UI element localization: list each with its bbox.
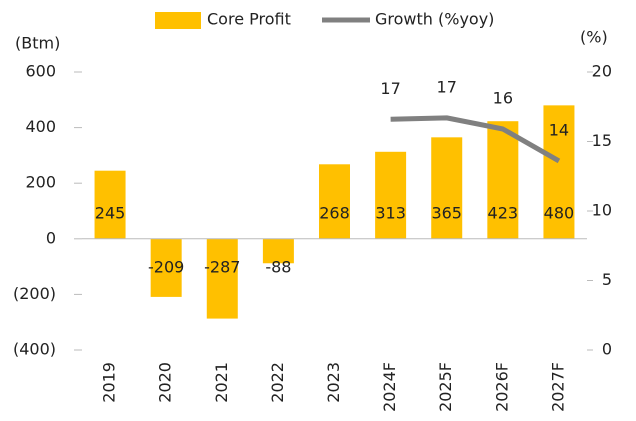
- data-label: 17: [380, 79, 400, 98]
- y2-tick-label: 15: [592, 131, 612, 150]
- y-tick-label: 400: [25, 117, 56, 136]
- y2-tick-label: 0: [602, 340, 612, 359]
- y-tick-label: 0: [46, 228, 56, 247]
- y2-tick-label: 20: [592, 62, 612, 81]
- x-tick-label: 2026F: [492, 362, 511, 412]
- y2-axis-label: (%): [580, 28, 608, 47]
- line: [390, 115, 561, 164]
- data-label: 423: [488, 204, 519, 223]
- data-label: 365: [431, 204, 462, 223]
- y-tick-label: (400): [13, 340, 56, 359]
- bar: [543, 105, 575, 239]
- bar: [375, 151, 407, 239]
- bar: [319, 164, 350, 239]
- bar: [487, 121, 519, 239]
- y2-tick-label: 10: [592, 201, 612, 220]
- x-tick-label: 2025F: [436, 362, 455, 412]
- bar: [150, 238, 182, 297]
- data-label: -287: [204, 258, 240, 277]
- data-label: 245: [95, 204, 126, 223]
- y2-tick-label: 5: [602, 270, 612, 289]
- y-tick-label: 600: [25, 62, 56, 81]
- x-tick-label: 2024F: [380, 362, 399, 412]
- data-label: 268: [319, 204, 350, 223]
- data-label: -209: [148, 258, 184, 277]
- x-tick-label: 2020: [156, 362, 175, 403]
- data-label: 313: [375, 204, 406, 223]
- data-label: 14: [549, 120, 569, 139]
- legend-swatch: [155, 12, 201, 29]
- bar: [94, 170, 126, 239]
- x-tick-label: 2023: [324, 362, 343, 403]
- y-tick-label: 200: [25, 173, 56, 192]
- x-tick-label: 2027F: [548, 362, 567, 412]
- data-label: -88: [265, 258, 291, 277]
- bar: [431, 137, 463, 239]
- x-tick-label: 2022: [268, 362, 287, 403]
- y-axis-label: (Btm): [15, 34, 60, 53]
- x-tick-label: 2019: [100, 362, 119, 403]
- y-tick-label: (200): [13, 284, 56, 303]
- bar: [206, 238, 238, 319]
- x-tick-label: 2021: [212, 362, 231, 403]
- legend-label: Core Profit: [207, 10, 291, 29]
- data-label: 480: [544, 204, 575, 223]
- data-label: 16: [493, 88, 513, 107]
- data-label: 17: [437, 77, 457, 96]
- bar: [262, 238, 294, 264]
- legend-label: Growth (%yoy): [375, 10, 494, 29]
